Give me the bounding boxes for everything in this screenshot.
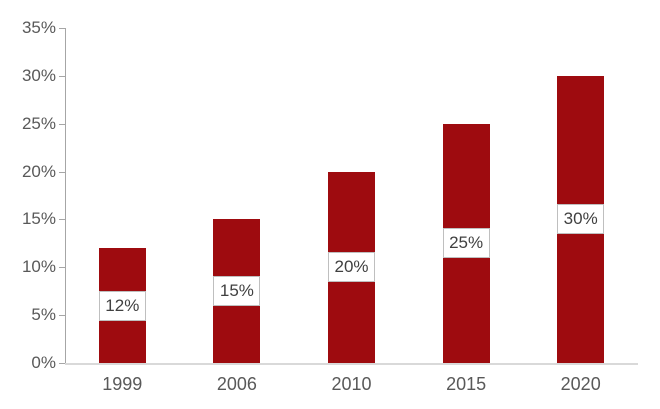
bar-value-label-2010: 20%: [328, 252, 375, 283]
bar-value-label-1999: 12%: [98, 290, 146, 321]
y-tick-label: 20%: [21, 161, 56, 181]
y-axis-line: [65, 28, 66, 363]
y-tick-label: 15%: [21, 209, 56, 229]
x-tick-label-2015: 2015: [446, 374, 487, 394]
y-tick-mark: [59, 315, 65, 317]
y-tick-mark: [59, 75, 65, 77]
y-tick-label: 30%: [21, 65, 56, 85]
x-tick-label-2010: 2010: [331, 374, 372, 394]
y-tick-mark: [59, 28, 65, 29]
x-tick-label-2020: 2020: [560, 374, 601, 394]
bar-value-label-2015: 25%: [442, 228, 490, 259]
y-tick-label: 25%: [21, 113, 56, 133]
y-tick-mark: [59, 123, 65, 125]
y-tick-mark: [59, 267, 65, 269]
x-tick-label-2006: 2006: [216, 374, 257, 394]
x-tick-label-1999: 1999: [102, 374, 143, 394]
y-tick-label: 35%: [21, 18, 56, 37]
y-tick-mark: [59, 171, 65, 173]
bar-value-label-2020: 30%: [557, 204, 605, 235]
y-tick-label: 5%: [31, 305, 56, 325]
y-tick-mark: [59, 219, 65, 221]
bar-value-label-2006: 15%: [213, 276, 261, 307]
y-tick-mark: [59, 363, 65, 364]
y-tick-label: 10%: [21, 257, 56, 277]
x-axis-line: [65, 363, 638, 365]
y-tick-label: 0%: [31, 353, 56, 372]
